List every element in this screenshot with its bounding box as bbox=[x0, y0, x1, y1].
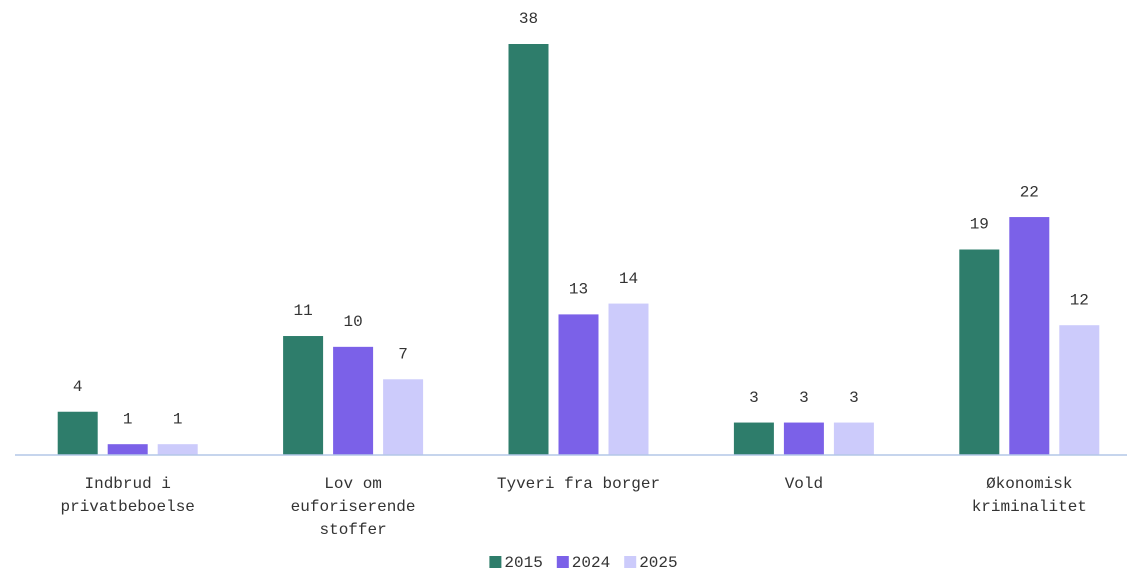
value-label: 38 bbox=[519, 10, 538, 28]
x-tick-label: Lov om euforiserende stoffer bbox=[291, 475, 416, 539]
bar bbox=[508, 44, 549, 455]
value-label: 19 bbox=[970, 216, 989, 234]
value-label: 3 bbox=[799, 389, 809, 407]
legend-label: 2025 bbox=[639, 554, 677, 571]
value-label: 11 bbox=[293, 302, 312, 320]
bar bbox=[157, 444, 198, 455]
bar bbox=[733, 422, 774, 455]
legend-swatch bbox=[624, 556, 637, 568]
value-label: 1 bbox=[123, 410, 133, 428]
x-tick-label: Vold bbox=[785, 475, 823, 493]
bar bbox=[833, 422, 874, 455]
value-label: 7 bbox=[398, 346, 408, 364]
legend-label: 2024 bbox=[572, 554, 610, 571]
x-tick-label: Indbrud i privatbeboelse bbox=[60, 475, 194, 516]
legend: 2015 2024 2025 bbox=[489, 554, 678, 571]
bar bbox=[57, 411, 98, 455]
bar bbox=[333, 346, 374, 455]
value-label: 10 bbox=[343, 313, 362, 331]
bar bbox=[1059, 325, 1100, 455]
value-label: 4 bbox=[73, 378, 83, 396]
value-label: 1 bbox=[173, 410, 183, 428]
legend-swatch bbox=[489, 556, 502, 568]
legend-swatch bbox=[556, 556, 569, 568]
value-label: 13 bbox=[569, 281, 588, 299]
value-label: 3 bbox=[749, 389, 759, 407]
x-tick-label: Tyveri fra borger bbox=[497, 475, 660, 493]
bar bbox=[783, 422, 824, 455]
x-tick-label: Økonomisk kriminalitet bbox=[972, 475, 1087, 516]
bar bbox=[959, 249, 1000, 455]
bar bbox=[107, 444, 148, 455]
bar bbox=[608, 303, 649, 455]
bar bbox=[1009, 217, 1050, 455]
value-label: 14 bbox=[619, 270, 638, 288]
value-label: 12 bbox=[1070, 291, 1089, 309]
legend-label: 2015 bbox=[504, 554, 542, 571]
bar bbox=[283, 336, 324, 455]
bar bbox=[558, 314, 599, 455]
value-label: 22 bbox=[1020, 183, 1039, 201]
value-label: 3 bbox=[849, 389, 859, 407]
bar bbox=[383, 379, 424, 455]
